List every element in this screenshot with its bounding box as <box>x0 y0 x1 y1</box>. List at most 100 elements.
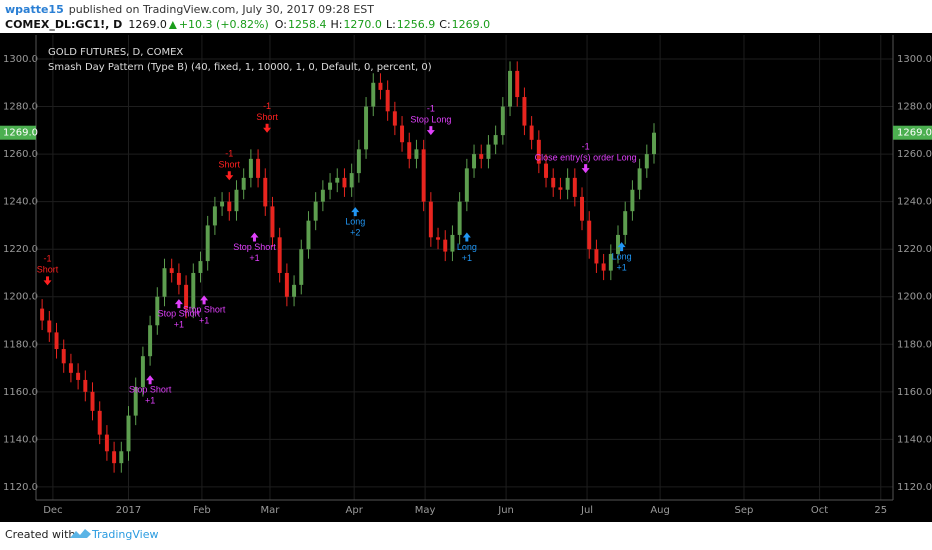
candle-body <box>443 239 448 252</box>
signal-arrow <box>174 299 183 309</box>
symbol: COMEX_DL:GC1!, D <box>5 18 122 31</box>
candle-body <box>169 268 174 273</box>
candle-body <box>637 168 642 190</box>
candle-body <box>385 89 390 112</box>
chart-subtitle: Smash Day Pattern (Type B) (40, fixed, 1… <box>48 62 432 73</box>
candle-body <box>630 189 635 212</box>
candle-body <box>292 284 297 297</box>
y-tick-label: 1300.0 <box>3 54 38 65</box>
candle-body <box>90 391 95 411</box>
candle-body <box>342 177 347 188</box>
chart-bg <box>0 33 932 522</box>
x-tick-label: 25 <box>874 505 887 516</box>
candle-body <box>623 211 628 235</box>
candle-body <box>644 154 649 169</box>
signal-arrow <box>581 164 590 174</box>
signal-arrow <box>146 375 155 385</box>
y-tick-label: 1300.0 <box>897 54 932 65</box>
candle-body <box>220 201 225 207</box>
x-tick-label: Sep <box>735 505 754 516</box>
candle-body <box>464 168 469 202</box>
candle-body <box>83 379 88 392</box>
open: 1258.4 <box>288 18 327 31</box>
open-label: O: <box>275 18 287 31</box>
chart-title: GOLD FUTURES, D, COMEX <box>48 47 183 58</box>
brand[interactable]: TradingView <box>91 528 158 541</box>
candle-body <box>133 387 138 416</box>
signal-qty: +1 <box>616 262 626 272</box>
signal-arrow <box>225 171 234 181</box>
x-tick-label: Jul <box>580 505 593 516</box>
candle-body <box>76 372 81 380</box>
candle-body <box>472 154 477 169</box>
candle-body <box>522 97 527 126</box>
candle-body <box>68 363 73 373</box>
candle-body <box>320 189 325 202</box>
x-tick-label: Oct <box>811 505 828 516</box>
candle-body <box>104 434 109 452</box>
x-tick-label: Mar <box>261 505 281 516</box>
created-with: Created with <box>5 528 75 541</box>
candle-body <box>335 177 340 183</box>
candle-body <box>392 111 397 126</box>
candle-body <box>551 177 556 188</box>
candle-body <box>61 349 66 364</box>
candle-body <box>400 125 405 143</box>
x-tick-label: Aug <box>650 505 670 516</box>
signal-label: Short <box>219 160 241 170</box>
change: +10.3 (+0.82%) <box>179 18 269 31</box>
candle-body <box>580 196 584 221</box>
y-tick-label: 1120.0 <box>3 482 38 493</box>
candle-body <box>54 332 59 350</box>
y-tick-label: 1140.0 <box>897 434 932 445</box>
y-tick-label: 1180.0 <box>897 339 932 350</box>
signal-qty: +2 <box>350 227 360 237</box>
candle-body <box>479 154 484 159</box>
up-triangle <box>168 21 177 29</box>
candle-body <box>97 410 102 435</box>
candle-body <box>457 201 462 235</box>
candle-body <box>148 325 153 357</box>
signal-qty: -1 <box>44 254 52 264</box>
candle-body <box>378 82 383 90</box>
signal-arrow <box>263 123 272 133</box>
candle-body <box>349 173 354 188</box>
candle-body <box>421 149 426 202</box>
x-tick-label: Apr <box>346 505 364 516</box>
signal-label: Stop Short <box>183 305 226 315</box>
footer: Created with TradingView <box>5 528 158 541</box>
candle-body <box>529 125 534 140</box>
signal-label: Stop Short <box>129 385 172 395</box>
candle-body <box>155 296 160 326</box>
brand-logo <box>70 529 91 538</box>
price-label: 1269.0 <box>897 128 932 139</box>
candle-body <box>47 320 52 333</box>
published: published on TradingView.com, July 30, 2… <box>69 3 375 16</box>
y-tick-label: 1280.0 <box>3 102 38 113</box>
author: wpatte15 <box>5 3 64 16</box>
candle-body <box>414 149 419 159</box>
candle-body <box>162 268 167 297</box>
candle-body <box>212 206 217 226</box>
signal-arrow <box>462 232 471 242</box>
candle-body <box>263 177 268 207</box>
signal-label: Stop Long <box>410 114 451 124</box>
candle-body <box>493 135 498 145</box>
header-bg <box>0 0 932 33</box>
candle-body <box>572 177 577 197</box>
high: 1270.0 <box>343 18 382 31</box>
low-label: L: <box>386 18 396 31</box>
signal-label: Long <box>457 242 477 252</box>
candle-body <box>536 139 541 164</box>
candle-body <box>40 308 45 321</box>
y-tick-label: 1280.0 <box>897 102 932 113</box>
signal-label: Long <box>345 216 365 226</box>
x-tick-label: May <box>415 505 436 516</box>
candle-body <box>565 177 570 190</box>
candle-body <box>356 149 361 174</box>
signal-qty: -1 <box>427 103 435 113</box>
plot: 1120.0 1120.0 1140.0 1140.0 1160.0 1160.0 1180… <box>0 35 932 516</box>
signal-label: Short <box>256 112 278 122</box>
candle-body <box>277 237 282 273</box>
signal-qty: +1 <box>199 316 209 326</box>
